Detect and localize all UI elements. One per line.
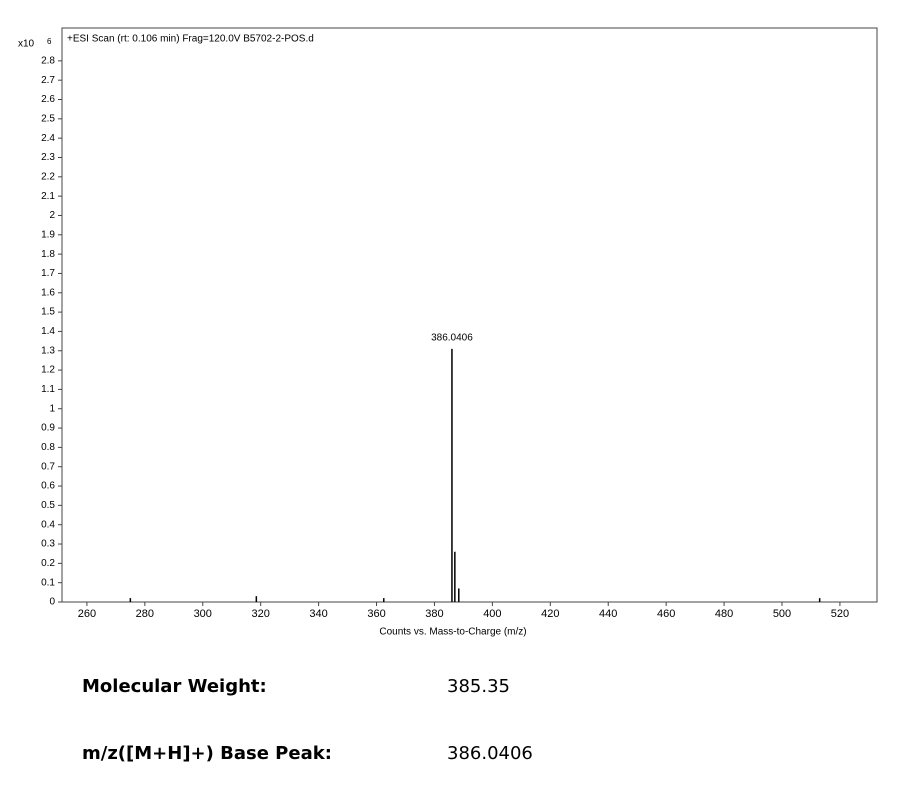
y-tick-label: 1.6 — [41, 287, 55, 298]
x-tick-label: 500 — [773, 608, 791, 620]
y-tick-label: 0.6 — [41, 481, 55, 492]
y-tick-label: 1.4 — [41, 326, 55, 337]
y-tick-label: 1.1 — [41, 384, 55, 395]
x-tick-label: 260 — [78, 608, 96, 620]
y-tick-label: 1.5 — [41, 307, 55, 318]
detail-value: 385.35 — [447, 676, 510, 697]
y-tick-label: 0.8 — [41, 442, 55, 453]
x-tick-label: 360 — [367, 608, 385, 620]
y-tick-label: 0.4 — [41, 519, 55, 530]
y-tick-label: 0.9 — [41, 423, 55, 434]
x-tick-label: 340 — [309, 608, 327, 620]
y-exponent: 6 — [47, 37, 52, 46]
y-tick-label: 1.7 — [41, 268, 55, 279]
y-tick-label: 2.6 — [41, 94, 55, 105]
y-tick-label: 1 — [49, 403, 55, 414]
x-tick-label: 440 — [599, 608, 617, 620]
y-tick-label: 0 — [49, 597, 55, 608]
detail-label: Molecular Weight: — [82, 676, 267, 697]
y-tick-label: 2.2 — [41, 171, 55, 182]
y-tick-label: 2.1 — [41, 191, 55, 202]
detail-value: 386.0406 — [447, 743, 533, 764]
y-tick-label: 0.7 — [41, 461, 55, 472]
y-tick-label: 2.8 — [41, 55, 55, 66]
x-tick-label: 300 — [194, 608, 212, 620]
y-tick-label: 1.8 — [41, 249, 55, 260]
y-tick-label: 0.2 — [41, 558, 55, 569]
y-tick-label: 2.3 — [41, 152, 55, 163]
x-tick-label: 460 — [657, 608, 675, 620]
x-axis-label: Counts vs. Mass-to-Charge (m/z) — [379, 627, 526, 638]
x-tick-label: 380 — [425, 608, 443, 620]
x-tick-label: 420 — [541, 608, 559, 620]
x-tick-label: 480 — [715, 608, 733, 620]
x-tick-label: 400 — [483, 608, 501, 620]
y-tick-label: 1.3 — [41, 345, 55, 356]
detail-label: m/z([M+H]+) Base Peak: — [82, 743, 332, 764]
chart-subtitle: +ESI Scan (rt: 0.106 min) Frag=120.0V B5… — [67, 34, 314, 45]
y-tick-label: 1.9 — [41, 229, 55, 240]
y-tick-label: 1.2 — [41, 365, 55, 376]
y-tick-label: 2.4 — [41, 133, 55, 144]
y-tick-label: 0.1 — [41, 577, 55, 588]
y-tick-label: 0.3 — [41, 539, 55, 550]
y-multiplier: x10 — [18, 39, 35, 50]
x-tick-label: 520 — [831, 608, 849, 620]
y-tick-label: 2 — [49, 210, 55, 221]
x-tick-label: 320 — [252, 608, 270, 620]
plot-frame — [61, 27, 878, 603]
y-tick-label: 2.5 — [41, 113, 55, 124]
y-tick-label: 0.5 — [41, 500, 55, 511]
x-tick-label: 280 — [136, 608, 154, 620]
peak-label: 386.0406 — [431, 332, 473, 343]
y-tick-label: 2.7 — [41, 75, 55, 86]
